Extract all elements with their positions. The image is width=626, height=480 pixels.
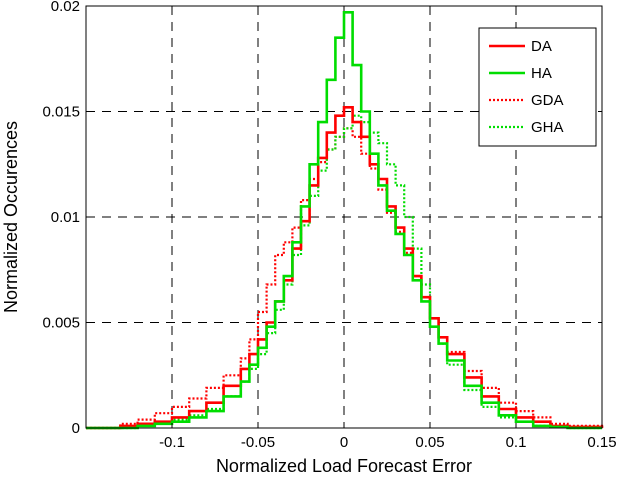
legend-label-da: DA	[531, 38, 552, 55]
x-tick-label: 0.1	[506, 434, 527, 451]
legend-label-gha: GHA	[531, 119, 564, 136]
legend-label-gda: GDA	[531, 92, 564, 109]
legend-label-ha: HA	[531, 65, 552, 82]
y-tick-label: 0	[72, 420, 80, 437]
x-ticks: -0.1 -0.05 0 0.05 0.1 0.15	[159, 423, 617, 451]
series-line-ha	[86, 11, 602, 430]
y-ticks: 0 0.005 0.01 0.015 0.02	[42, 0, 91, 437]
x-axis-label: Normalized Load Forecast Error	[216, 456, 472, 476]
series-group	[86, 11, 604, 430]
y-axis-label: Normalized Occurences	[1, 121, 21, 313]
grid	[86, 6, 602, 428]
y-tick-label: 0.02	[51, 0, 80, 15]
x-tick-label: -0.1	[159, 434, 185, 451]
x-tick-label: 0	[340, 434, 348, 451]
x-tick-label: -0.05	[241, 434, 275, 451]
y-tick-label: 0.005	[42, 315, 80, 332]
y-tick-label: 0.015	[42, 104, 80, 121]
y-tick-label: 0.01	[51, 209, 80, 226]
x-tick-label: 0.15	[587, 434, 616, 451]
x-tick-label: 0.05	[415, 434, 444, 451]
legend: DA HA GDA GHA	[478, 27, 597, 147]
